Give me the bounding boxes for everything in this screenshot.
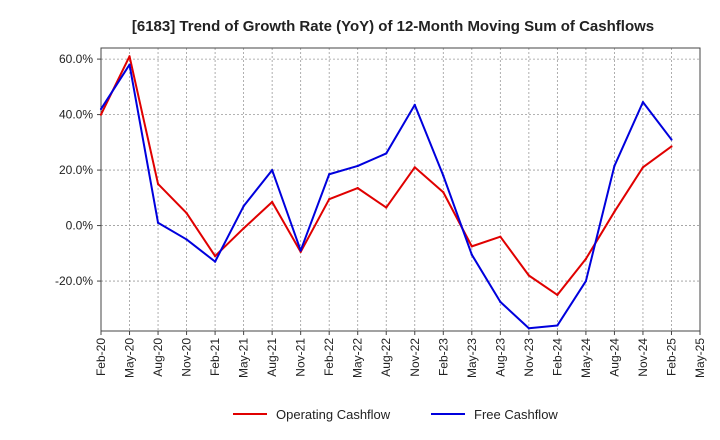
data-point <box>328 173 331 176</box>
data-point <box>156 182 160 186</box>
data-point <box>584 279 588 283</box>
data-point <box>299 249 302 252</box>
x-tick-label: May-22 <box>351 338 365 378</box>
data-point <box>328 198 331 201</box>
data-point <box>670 145 673 148</box>
data-point <box>128 63 131 66</box>
x-tick-label: Nov-22 <box>408 338 422 377</box>
data-point <box>99 107 103 111</box>
x-tick-label: Aug-21 <box>265 338 279 377</box>
data-point <box>213 260 217 263</box>
data-point <box>242 205 245 208</box>
y-tick-label: 0.0% <box>66 219 94 233</box>
data-point <box>527 274 530 277</box>
data-point <box>385 206 388 209</box>
x-tick-label: Nov-23 <box>522 338 536 377</box>
x-tick-label: Aug-22 <box>379 338 393 377</box>
x-tick-label: May-23 <box>465 338 479 378</box>
y-tick-label: -20.0% <box>55 274 93 288</box>
data-point <box>556 293 559 297</box>
x-tick-label: Nov-20 <box>180 338 194 377</box>
y-tick-label: 60.0% <box>59 52 93 66</box>
data-point <box>641 101 645 104</box>
x-tick-label: May-20 <box>123 338 137 378</box>
chart-title: [6183] Trend of Growth Rate (YoY) of 12-… <box>132 18 654 35</box>
data-point <box>670 138 673 141</box>
data-point <box>413 103 416 106</box>
data-point <box>271 168 274 172</box>
x-tick-label: May-24 <box>579 338 593 378</box>
data-point <box>185 211 188 215</box>
data-point <box>584 257 588 260</box>
y-tick-label: 20.0% <box>59 163 93 177</box>
x-tick-label: Feb-24 <box>550 338 564 376</box>
legend: Operating Cashflow Free Cashflow <box>233 407 558 422</box>
x-tick-label: May-21 <box>237 338 251 378</box>
data-point <box>470 245 473 248</box>
data-point <box>413 166 416 169</box>
x-tick-label: Feb-23 <box>436 338 450 376</box>
data-point <box>470 253 473 256</box>
data-point <box>527 327 530 330</box>
legend-label: Free Cashflow <box>474 407 558 422</box>
data-point <box>156 221 160 224</box>
data-point <box>442 191 445 194</box>
data-point <box>613 164 616 168</box>
x-tick-label: Nov-24 <box>636 338 650 377</box>
series-1 <box>99 63 673 330</box>
x-tick-label: Feb-25 <box>664 338 678 376</box>
data-point <box>556 324 559 327</box>
legend-item: Free Cashflow <box>431 407 558 422</box>
axes: 60.0% 40.0% 20.0% 0.0% -20.0% Feb-20 May-20 Aug… <box>55 47 707 378</box>
data-point <box>356 187 359 190</box>
data-point <box>185 238 188 241</box>
data-point <box>442 174 445 177</box>
x-tick-label: Feb-20 <box>94 338 108 376</box>
x-tick-label: Feb-21 <box>208 338 222 376</box>
data-point <box>213 254 217 258</box>
series-layer <box>99 55 673 330</box>
data-point <box>499 300 502 303</box>
x-tick-label: Aug-20 <box>151 338 165 377</box>
x-tick-label: Nov-21 <box>294 338 308 377</box>
legend-label: Operating Cashflow <box>276 407 391 422</box>
x-tick-label: Feb-22 <box>322 338 336 376</box>
legend-item: Operating Cashflow <box>233 407 391 422</box>
data-point <box>99 113 103 116</box>
data-point <box>128 55 131 58</box>
x-tick-label: May-25 <box>693 338 707 378</box>
data-point <box>499 235 502 238</box>
x-tick-label: Aug-23 <box>493 338 507 377</box>
data-point <box>271 200 274 204</box>
data-point <box>242 227 245 230</box>
data-point <box>641 166 645 169</box>
grid <box>100 48 701 331</box>
y-tick-label: 40.0% <box>59 108 93 122</box>
data-point <box>613 210 616 213</box>
plot-frame <box>100 47 701 332</box>
x-tick-label: Aug-24 <box>607 338 621 377</box>
series-0 <box>99 55 673 297</box>
data-point <box>356 164 359 168</box>
data-point <box>385 152 388 155</box>
